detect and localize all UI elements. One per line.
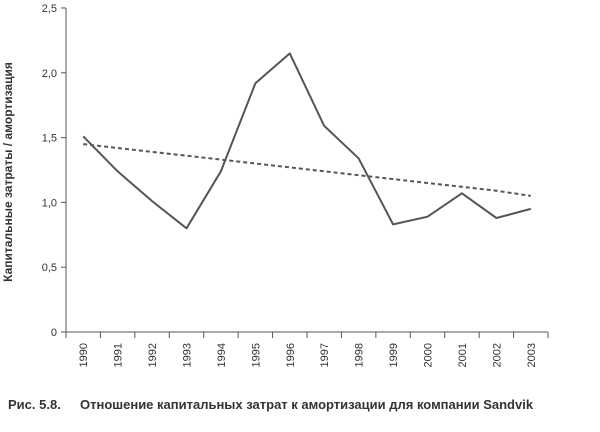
x-tick-label: 2000 [423, 343, 435, 367]
y-tick-label: 1,5 [42, 133, 57, 145]
x-tick-label: 2002 [491, 343, 503, 367]
x-tick-label: 1999 [388, 343, 400, 367]
line-chart: 00,51,01,52,02,5 1990 1991 1992 1993 1994 199… [1, 3, 549, 367]
x-tick-label: 1993 [182, 343, 194, 367]
x-tick-label: 2003 [526, 343, 538, 367]
x-tick-label: 1992 [147, 343, 159, 367]
y-axis-ticks: 0 0,5 1,0 1,5 2,0 2,5 [42, 3, 66, 339]
y-tick-label: 2,0 [42, 68, 57, 80]
chart-series [82, 52, 532, 230]
x-tick-label: 1994 [216, 343, 228, 367]
y-tick-label: 0,5 [42, 262, 57, 274]
y-axis-title: Капитальные затраты / амортизация [1, 62, 15, 282]
ratio-line [82, 52, 532, 230]
x-tick-label: 1997 [319, 343, 331, 367]
y-tick-label: 2,5 [42, 3, 57, 15]
y-tick-label: 0 [51, 327, 57, 339]
figure-caption-text: Отношение капитальных затрат к амортизац… [80, 397, 534, 412]
x-tick-label: 1991 [113, 343, 125, 367]
x-tick-label: 1996 [285, 343, 297, 367]
x-tick-label: 2001 [457, 343, 469, 367]
trend-line [83, 143, 531, 197]
x-tick-label: 1998 [354, 343, 366, 367]
figure-caption: Рис. 5.8. Отношение капитальных затрат к … [8, 396, 598, 413]
x-tick-label: 1995 [250, 343, 262, 367]
y-tick-label: 1,0 [42, 197, 57, 209]
x-axis-ticks: 1990 1991 1992 1993 1994 1995 1996 1997 1998 1999… [65, 332, 549, 367]
figure-number: Рис. 5.8. [8, 397, 61, 412]
x-tick-label: 1990 [78, 343, 90, 367]
